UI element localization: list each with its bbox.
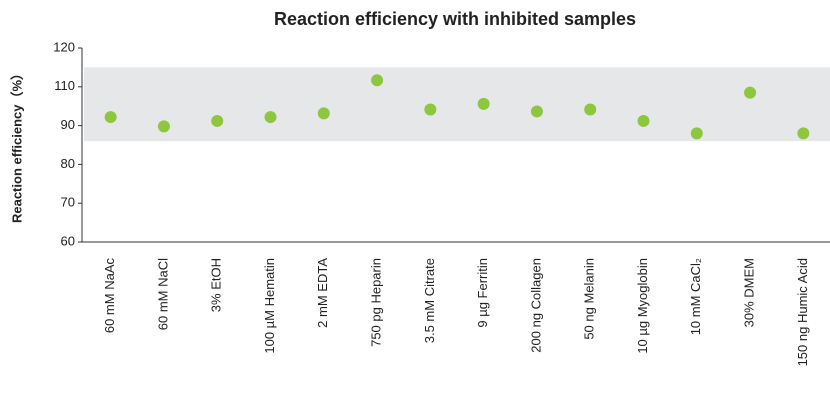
x-tick-label: 150 ng Humic Acid — [795, 258, 810, 366]
x-tick-label: 750 pg Heparin — [369, 258, 384, 347]
x-tick-label: 200 ng Collagen — [528, 258, 543, 353]
data-point — [371, 74, 384, 87]
y-tick-label: 110 — [54, 78, 75, 93]
data-point — [424, 103, 437, 116]
data-point — [264, 111, 277, 124]
data-point — [157, 120, 170, 133]
y-tick-label: 60 — [61, 233, 75, 248]
y-tick-label: 90 — [61, 117, 75, 132]
data-point — [637, 114, 650, 127]
x-tick-label: 50 ng Melanin — [582, 258, 597, 340]
data-point — [744, 86, 757, 99]
x-tick-label: 3% EtOH — [209, 258, 224, 312]
x-tick-label: 9 µg Ferritin — [475, 258, 490, 328]
data-point — [797, 127, 810, 140]
data-point — [211, 114, 224, 127]
x-tick-label: 60 mM NaAc — [102, 258, 117, 334]
x-tick-label: 10 µg Myoglobin — [635, 258, 650, 354]
data-point — [104, 111, 117, 124]
x-tick-label: 60 mM NaCl — [155, 258, 170, 330]
x-tick-label: 100 µM Hematin — [262, 258, 277, 354]
data-point — [584, 103, 597, 116]
y-tick-label: 80 — [61, 156, 75, 171]
data-point — [690, 127, 703, 140]
x-tick-label: 3.5 mM Citrate — [422, 258, 437, 343]
x-tick-label: 2 mM EDTA — [315, 258, 330, 328]
data-point — [530, 105, 543, 118]
x-tick-label: 10 mM CaCl₂ — [688, 258, 703, 335]
chart-title: Reaction efficiency with inhibited sampl… — [274, 9, 636, 29]
y-tick-label: 120 — [53, 39, 75, 54]
y-tick-label: 70 — [61, 195, 75, 210]
y-axis-label: Reaction efficiency（%） — [9, 67, 24, 223]
x-tick-label: 30% DMEM — [742, 258, 757, 327]
reference-band — [84, 67, 830, 142]
data-point — [477, 97, 490, 110]
data-point — [317, 107, 330, 120]
